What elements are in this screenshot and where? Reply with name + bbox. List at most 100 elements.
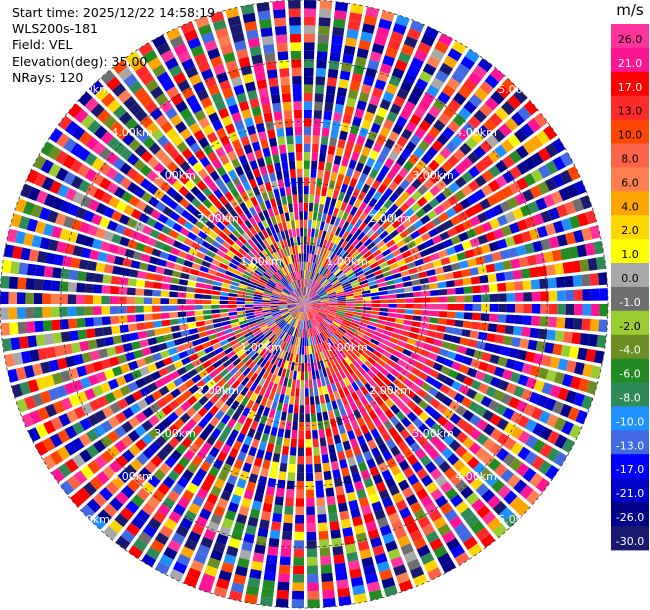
- velocity-gate: [308, 279, 312, 288]
- velocity-gate: [388, 130, 400, 143]
- velocity-gate: [473, 145, 486, 159]
- velocity-gate: [371, 43, 385, 55]
- velocity-gate: [378, 194, 388, 205]
- velocity-gate: [374, 79, 387, 91]
- velocity-gate: [360, 31, 373, 43]
- velocity-gate: [319, 8, 332, 19]
- velocity-gate: [316, 51, 328, 61]
- velocity-gate: [496, 84, 511, 99]
- velocity-gate: [452, 92, 467, 106]
- velocity-gate: [365, 176, 375, 187]
- velocity-gate: [483, 118, 497, 133]
- velocity-gate: [304, 151, 311, 161]
- velocity-gate: [373, 212, 383, 222]
- velocity-gates: [0, 0, 608, 608]
- velocity-gate: [428, 126, 441, 139]
- velocity-gate: [437, 91, 451, 105]
- velocity-gate: [346, 271, 355, 279]
- velocity-gate: [322, 178, 329, 189]
- velocity-gate: [319, 256, 325, 266]
- velocity-gate: [315, 84, 325, 94]
- velocity-gate: [342, 230, 350, 240]
- velocity-gate: [362, 225, 371, 235]
- velocity-gate: [345, 233, 353, 242]
- velocity-gate: [388, 181, 399, 192]
- velocity-gate: [313, 272, 318, 281]
- velocity-gate: [429, 172, 441, 184]
- velocity-gate: [507, 133, 521, 148]
- velocity-gate: [408, 153, 420, 165]
- velocity-gate: [498, 123, 512, 137]
- velocity-gate: [311, 262, 315, 272]
- velocity-gate: [320, 136, 329, 146]
- velocity-gate: [341, 157, 350, 167]
- velocity-gate: [371, 222, 381, 232]
- velocity-gate: [430, 48, 445, 62]
- velocity-gate: [304, 296, 308, 304]
- velocity-gate: [403, 72, 417, 85]
- velocity-gate: [327, 261, 334, 270]
- velocity-gate: [440, 199, 452, 211]
- velocity-gate: [365, 67, 377, 79]
- velocity-gate: [346, 28, 359, 40]
- velocity-gate: [488, 179, 501, 192]
- velocity-gate: [337, 87, 348, 97]
- velocity-gate: [354, 108, 365, 119]
- velocity-gate: [350, 206, 358, 216]
- velocity-gate: [353, 64, 365, 75]
- velocity-gate: [372, 249, 382, 258]
- velocity-gate: [347, 20, 361, 31]
- velocity-gate: [468, 179, 480, 192]
- velocity-gate: [304, 296, 308, 304]
- velocity-gate: [356, 135, 366, 146]
- velocity-gate: [308, 289, 313, 297]
- velocity-gate: [374, 253, 384, 261]
- velocity-gate: [383, 118, 394, 130]
- velocity-gate: [369, 95, 381, 107]
- velocity-gate: [516, 161, 530, 175]
- velocity-gate: [436, 133, 449, 146]
- velocity-gate: [336, 247, 344, 256]
- velocity-gate: [396, 239, 406, 248]
- velocity-gate: [318, 229, 323, 239]
- velocity-gate: [332, 163, 340, 174]
- velocity-gate: [423, 191, 434, 202]
- velocity-gate: [367, 258, 377, 266]
- velocity-gate: [424, 221, 435, 231]
- velocity-gate: [373, 161, 383, 172]
- velocity-gate: [377, 216, 387, 226]
- velocity-gate: [387, 214, 398, 224]
- velocity-gate: [340, 183, 348, 194]
- velocity-gate: [325, 94, 335, 104]
- velocity-gate: [479, 80, 494, 95]
- velocity-gate: [309, 291, 316, 298]
- velocity-gate: [315, 286, 323, 293]
- velocity-gate: [316, 237, 321, 247]
- velocity-gate: [358, 127, 369, 138]
- velocity-gate: [429, 185, 441, 197]
- velocity-gate: [434, 153, 446, 166]
- velocity-gate: [360, 262, 370, 270]
- velocity-gate: [319, 195, 326, 205]
- velocity-gate: [311, 281, 317, 290]
- velocity-gate: [327, 68, 339, 79]
- colorbar-tick-label: -1.0: [619, 296, 640, 309]
- velocity-gate: [304, 296, 309, 304]
- velocity-gate: [304, 295, 306, 304]
- velocity-gate: [400, 43, 415, 56]
- velocity-gate: [367, 59, 380, 71]
- velocity-gate: [304, 185, 309, 195]
- velocity-gate: [435, 179, 447, 191]
- velocity-gate: [304, 299, 312, 304]
- velocity-gate: [324, 284, 333, 290]
- velocity-gate: [333, 268, 342, 276]
- velocity-gate: [349, 247, 358, 256]
- velocity-gate: [352, 116, 362, 127]
- velocity-gate: [342, 114, 353, 124]
- velocity-gate: [396, 88, 409, 100]
- velocity-gate: [311, 228, 315, 238]
- velocity-gate: [325, 196, 332, 206]
- velocity-gate: [411, 178, 422, 190]
- velocity-gate: [351, 72, 363, 84]
- velocity-gate: [305, 287, 309, 296]
